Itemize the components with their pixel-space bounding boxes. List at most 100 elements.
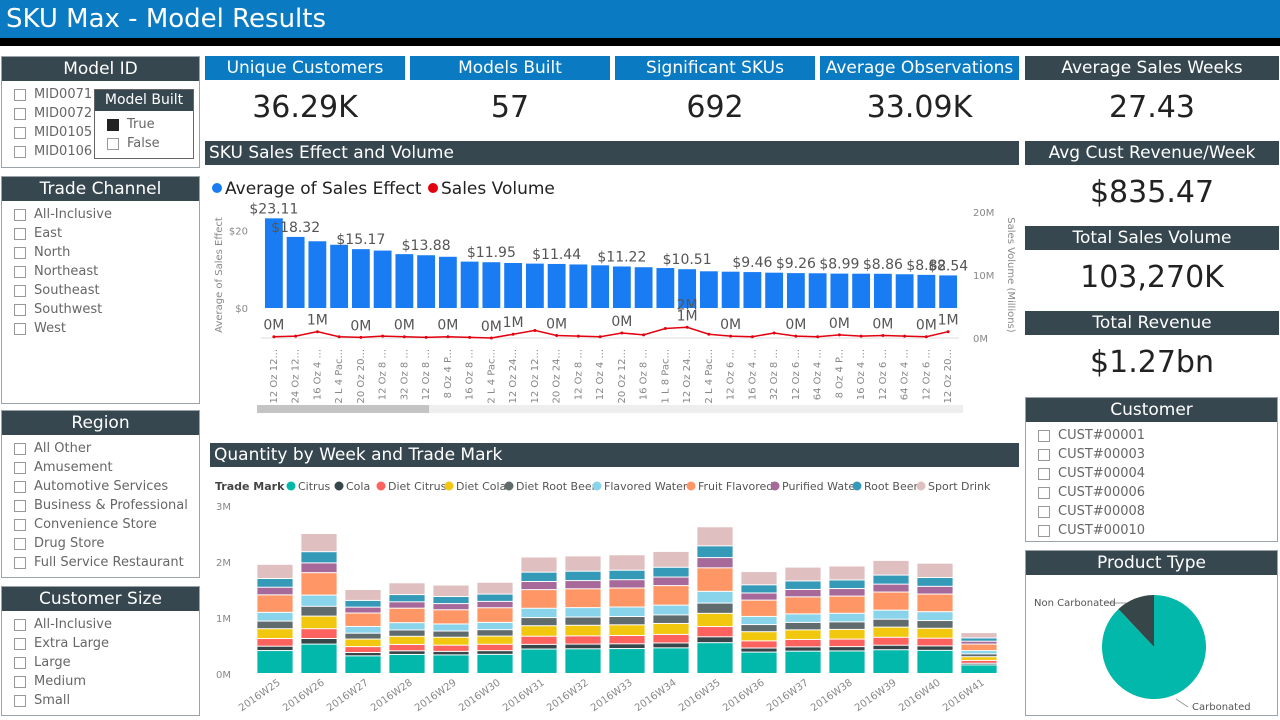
x-tick-label: 2016W27 xyxy=(325,677,371,714)
chart-scrollbar-thumb[interactable] xyxy=(257,405,429,413)
stacked-segment xyxy=(477,651,513,654)
checkbox[interactable] xyxy=(14,461,26,474)
checkbox[interactable] xyxy=(14,556,26,569)
slicer-item[interactable]: Full Service Restaurant xyxy=(14,553,199,572)
stacked-segment xyxy=(433,637,469,645)
slicer-item[interactable]: Convenience Store xyxy=(14,515,199,534)
checkbox[interactable] xyxy=(14,537,26,550)
checkbox[interactable] xyxy=(107,118,119,131)
slicer-item[interactable]: MID0071 xyxy=(14,85,199,104)
checkbox[interactable] xyxy=(14,442,26,455)
slicer-item-label: All Other xyxy=(34,441,92,456)
slicer-item[interactable]: West xyxy=(14,319,199,338)
slicer-item[interactable]: Medium xyxy=(14,672,199,691)
stacked-segment xyxy=(345,656,381,673)
slicer-item[interactable]: CUST#00006 xyxy=(1038,483,1277,502)
slicer-item[interactable]: CUST#00001 xyxy=(1038,426,1277,445)
slicer-item[interactable]: Business & Professional xyxy=(14,496,199,515)
x-tick-label: 2016W37 xyxy=(765,677,811,714)
checkbox[interactable] xyxy=(14,656,26,669)
stacked-segment xyxy=(961,651,997,654)
slicer-item[interactable]: CUST#00010 xyxy=(1038,521,1277,540)
checkbox[interactable] xyxy=(14,303,26,316)
checkbox[interactable] xyxy=(1038,448,1050,461)
slicer-item[interactable]: Northeast xyxy=(14,262,199,281)
stacked-segment xyxy=(389,644,425,651)
x-tick-label: 8 Oz 4 P... xyxy=(834,349,845,398)
slicer-item[interactable]: MID0105 xyxy=(14,123,199,142)
sku-chart-header: SKU Sales Effect and Volume xyxy=(205,141,1019,165)
legend-title: Trade Mark xyxy=(215,480,285,493)
stacked-segment xyxy=(741,652,777,673)
slicer-item[interactable]: East xyxy=(14,224,199,243)
volume-data-label: 0M xyxy=(916,318,937,334)
checkbox[interactable] xyxy=(14,480,26,493)
slicer-item[interactable]: Amusement xyxy=(14,458,199,477)
slicer-item[interactable]: Drug Store xyxy=(14,534,199,553)
checkbox[interactable] xyxy=(1038,467,1050,480)
slicer-item[interactable]: Southeast xyxy=(14,281,199,300)
slicer-item[interactable]: CUST#00004 xyxy=(1038,464,1277,483)
checkbox[interactable] xyxy=(14,637,26,650)
checkbox[interactable] xyxy=(14,618,26,631)
slicer-item[interactable]: Large xyxy=(14,653,199,672)
stacked-segment xyxy=(961,644,997,651)
volume-point xyxy=(729,334,733,338)
checkbox[interactable] xyxy=(14,107,26,120)
slicer-item[interactable]: Southwest xyxy=(14,300,199,319)
x-tick-label: 12 Oz 24... xyxy=(682,349,693,403)
volume-point xyxy=(903,334,907,338)
slicer-item[interactable]: MID0106 xyxy=(14,142,199,161)
checkbox[interactable] xyxy=(14,499,26,512)
bar-data-label: $8.54 xyxy=(928,258,968,274)
checkbox[interactable] xyxy=(107,137,119,150)
checkbox[interactable] xyxy=(1038,486,1050,499)
x-tick-label: 12 Oz 12... xyxy=(530,349,541,403)
slicer-item-label: MID0071 xyxy=(34,87,93,102)
checkbox[interactable] xyxy=(14,227,26,240)
checkbox[interactable] xyxy=(14,88,26,101)
slicer-item[interactable]: Small xyxy=(14,691,199,710)
checkbox[interactable] xyxy=(14,265,26,278)
slicer-item[interactable]: True xyxy=(107,115,193,134)
stacked-segment xyxy=(257,612,293,621)
stacked-segment xyxy=(257,587,293,595)
checkbox[interactable] xyxy=(14,208,26,221)
checkbox[interactable] xyxy=(1038,429,1050,442)
checkbox[interactable] xyxy=(14,518,26,531)
slicer-item[interactable]: All-Inclusive xyxy=(14,615,199,634)
volume-point xyxy=(272,335,276,339)
customer-list: CUST#00001 CUST#00003 CUST#00004 CUST#00006… xyxy=(1026,422,1277,540)
checkbox[interactable] xyxy=(14,694,26,707)
checkbox[interactable] xyxy=(14,126,26,139)
stacked-segment xyxy=(257,621,293,629)
slicer-item-label: Automotive Services xyxy=(34,479,169,494)
stacked-segment xyxy=(829,589,865,596)
checkbox[interactable] xyxy=(1038,505,1050,518)
slicer-item[interactable]: All Other xyxy=(14,439,199,458)
slicer-item[interactable]: CUST#00008 xyxy=(1038,502,1277,521)
slicer-item[interactable]: All-Inclusive xyxy=(14,205,199,224)
stacked-segment xyxy=(565,617,601,625)
checkbox[interactable] xyxy=(14,322,26,335)
volume-point xyxy=(620,331,624,335)
checkbox[interactable] xyxy=(14,145,26,158)
checkbox[interactable] xyxy=(14,284,26,297)
checkbox[interactable] xyxy=(1038,524,1050,537)
qty-chart-title: Quantity by Week and Trade Mark xyxy=(210,443,1019,467)
slicer-item[interactable]: Extra Large xyxy=(14,634,199,653)
chart-scrollbar-track[interactable] xyxy=(257,405,963,413)
checkbox[interactable] xyxy=(14,246,26,259)
slicer-item[interactable]: North xyxy=(14,243,199,262)
checkbox[interactable] xyxy=(14,675,26,688)
stacked-segment xyxy=(301,629,337,638)
slicer-item-label: CUST#00003 xyxy=(1058,447,1146,462)
slicer-item[interactable]: False xyxy=(107,134,193,153)
kpi-value: 692 xyxy=(686,90,744,125)
slicer-item[interactable]: CUST#00003 xyxy=(1038,445,1277,464)
stacked-segment xyxy=(345,653,381,656)
slicer-item[interactable]: Automotive Services xyxy=(14,477,199,496)
slicer-item[interactable]: MID0072 xyxy=(14,104,199,123)
pie-label: Carbonated xyxy=(1192,702,1251,713)
volume-point xyxy=(402,335,406,339)
